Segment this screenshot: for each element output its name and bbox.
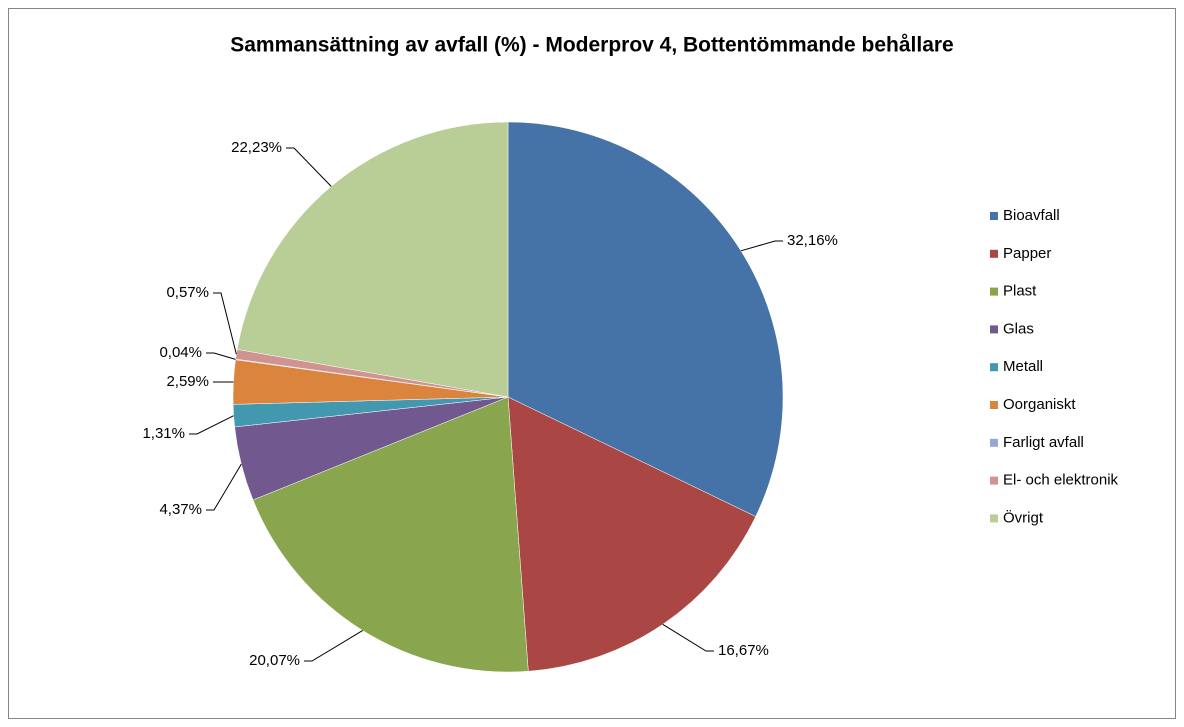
- legend-swatch: [990, 476, 998, 485]
- leader-line: [662, 623, 714, 652]
- legend-swatch: [990, 514, 998, 523]
- legend-swatch: [990, 325, 998, 334]
- leader-line: [189, 415, 234, 435]
- data-label: 16,67%: [718, 642, 769, 659]
- pie-slice: [507, 121, 784, 517]
- pie-slice: [507, 396, 756, 672]
- leader-line: [206, 352, 236, 360]
- leader-line: [740, 240, 783, 252]
- data-label: 4,37%: [159, 501, 202, 518]
- data-label: 2,59%: [166, 373, 209, 390]
- legend-label: Glas: [1003, 320, 1034, 337]
- data-label: 1,31%: [142, 425, 185, 442]
- legend-swatch: [990, 287, 998, 296]
- legend-label: Papper: [1003, 245, 1051, 262]
- data-label: 32,16%: [787, 232, 838, 249]
- data-label: 22,23%: [231, 139, 282, 156]
- data-label: 0,57%: [166, 284, 209, 301]
- legend-swatch: [990, 249, 998, 258]
- legend-label: Bioavfall: [1003, 207, 1060, 224]
- legend-swatch: [990, 363, 998, 372]
- leader-line: [206, 463, 242, 511]
- legend-label: Plast: [1003, 283, 1037, 300]
- legend-label: Oorganiskt: [1003, 396, 1076, 413]
- legend-label: Övrigt: [1003, 508, 1044, 526]
- legend-swatch: [990, 438, 998, 447]
- chart-title: Sammansättning av avfall (%) - Moderprov…: [230, 34, 954, 57]
- legend-label: Metall: [1003, 358, 1043, 375]
- legend-label: Farligt avfall: [1003, 434, 1084, 451]
- data-label: 0,04%: [159, 344, 202, 361]
- legend-swatch: [990, 401, 998, 409]
- leader-line: [286, 147, 332, 187]
- legend-label: El- och elektronik: [1003, 472, 1119, 489]
- leader-line: [213, 292, 237, 355]
- legend-swatch: [990, 212, 998, 220]
- leader-line: [304, 630, 363, 662]
- data-label: 20,07%: [249, 652, 300, 669]
